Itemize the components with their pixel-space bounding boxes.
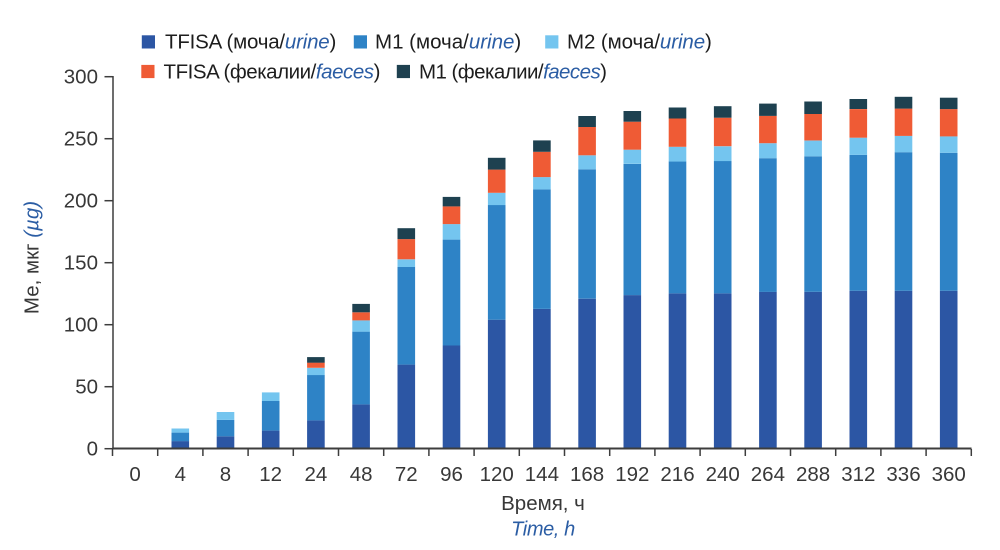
svg-text:312: 312 bbox=[841, 463, 875, 486]
svg-text:Время, ч: Время, ч bbox=[501, 492, 585, 515]
svg-text:336: 336 bbox=[886, 463, 920, 486]
svg-text:TFISA (моча/urine): TFISA (моча/urine) bbox=[165, 31, 336, 54]
svg-text:8: 8 bbox=[220, 463, 231, 486]
svg-text:12: 12 bbox=[259, 463, 282, 486]
svg-text:288: 288 bbox=[796, 463, 830, 486]
svg-text:192: 192 bbox=[615, 463, 649, 486]
svg-text:96: 96 bbox=[440, 463, 463, 486]
svg-text:М1 (моча/urine): М1 (моча/urine) bbox=[375, 31, 521, 54]
svg-text:0: 0 bbox=[129, 463, 140, 486]
svg-text:Ме, мкг (µg): Ме, мкг (µg) bbox=[21, 201, 44, 314]
svg-text:100: 100 bbox=[64, 314, 98, 337]
svg-text:150: 150 bbox=[64, 252, 98, 275]
svg-text:264: 264 bbox=[751, 463, 785, 486]
svg-text:4: 4 bbox=[175, 463, 186, 486]
svg-text:144: 144 bbox=[525, 463, 559, 486]
svg-text:50: 50 bbox=[75, 376, 98, 399]
svg-text:0: 0 bbox=[87, 438, 98, 461]
svg-text:250: 250 bbox=[64, 128, 98, 151]
svg-text:72: 72 bbox=[395, 463, 418, 486]
svg-text:М1 (фекалии/faeces): М1 (фекалии/faeces) bbox=[419, 60, 606, 83]
svg-text:24: 24 bbox=[304, 463, 327, 486]
svg-text:48: 48 bbox=[350, 463, 373, 486]
svg-text:360: 360 bbox=[932, 463, 966, 486]
svg-text:Time, h: Time, h bbox=[511, 519, 575, 541]
svg-text:TFISA (фекалии/faeces): TFISA (фекалии/faeces) bbox=[164, 60, 380, 83]
svg-text:168: 168 bbox=[570, 463, 604, 486]
svg-text:М2 (моча/urine): М2 (моча/urine) bbox=[567, 31, 712, 54]
svg-text:216: 216 bbox=[660, 463, 694, 486]
svg-text:200: 200 bbox=[64, 190, 98, 213]
svg-text:120: 120 bbox=[480, 463, 514, 486]
svg-text:240: 240 bbox=[706, 463, 740, 486]
svg-text:300: 300 bbox=[64, 66, 98, 89]
